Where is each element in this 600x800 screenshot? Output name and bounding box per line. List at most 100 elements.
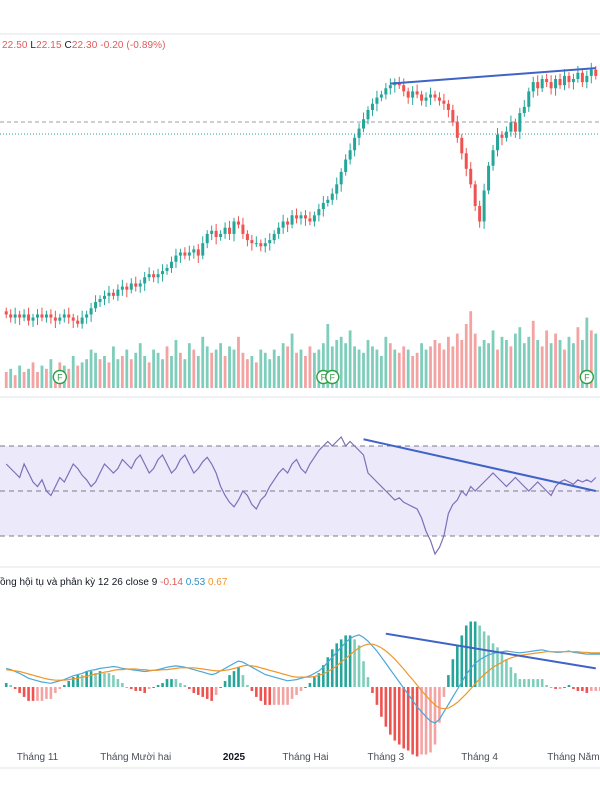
volume-bar [241, 352, 245, 388]
candle [214, 230, 218, 237]
macd-hist-bar [554, 687, 557, 689]
candle [18, 314, 22, 318]
price-panel[interactable] [0, 62, 600, 329]
candle [147, 274, 151, 278]
x-tick-label: Tháng Mười hai [100, 752, 171, 763]
volume-bar [594, 333, 598, 388]
volume-bar [589, 330, 593, 388]
candle [429, 94, 433, 98]
volume-bar [40, 365, 44, 388]
volume-bar [290, 333, 294, 388]
volume-bar [272, 349, 276, 388]
macd-hist-bar [152, 687, 155, 688]
volume-bar [473, 333, 477, 388]
candle [268, 240, 272, 244]
f-marker-circle [52, 369, 68, 385]
trendlines[interactable] [363, 67, 596, 670]
volume-bar [161, 359, 164, 388]
macd-hist-bar [572, 687, 575, 689]
ohlc-low-label: L [30, 40, 37, 51]
volume-bar [49, 359, 53, 388]
macd-panel[interactable] [4, 621, 600, 757]
macd-hist-bar [286, 687, 289, 705]
macd-hist-bar [420, 687, 423, 755]
macd-legend-title: ồng hội tụ và phân kỳ 12 26 close 9 [0, 577, 158, 588]
volume-bar [13, 375, 17, 388]
candle [152, 274, 156, 278]
macd-hist-bar [375, 687, 379, 705]
ohlc-readout: 22.50 L22.15 C22.30 -0.20 (-0.89%) [2, 40, 166, 51]
volume-bar [152, 349, 156, 388]
macd-hist-bar [339, 639, 343, 687]
volume-bar [45, 368, 48, 388]
macd-hist-bar [232, 671, 236, 687]
volume-bar [4, 372, 8, 388]
macd-hist-bar [317, 673, 321, 687]
volume-bar [138, 343, 142, 388]
volume-bar [433, 340, 437, 388]
macd-hist-bar [527, 679, 531, 687]
volume-panel[interactable] [4, 311, 598, 388]
candle [308, 218, 312, 222]
candle [236, 221, 240, 225]
macd-hist-bar [241, 675, 245, 687]
candle [272, 233, 276, 241]
candle [571, 78, 575, 83]
volume-bar [27, 368, 30, 388]
volume-bar [219, 343, 223, 388]
volume-bar [295, 352, 298, 388]
volume-bar [527, 336, 531, 388]
signal-line [6, 643, 600, 710]
macd-hist-bar [469, 621, 473, 687]
macd-hist-bar [263, 687, 267, 705]
volume-bar [415, 352, 419, 388]
volume-bar [321, 343, 325, 388]
candle [125, 286, 129, 290]
candle [281, 221, 285, 228]
macd-hist-bar [464, 625, 468, 687]
macd-hist-bar [545, 685, 548, 687]
candle [589, 69, 593, 76]
macd-hist-bar [170, 679, 173, 687]
volume-bar [478, 346, 482, 388]
volume-bar [304, 356, 307, 388]
macd-legend: ồng hội tụ và phân kỳ 12 26 close 9 -0.1… [0, 577, 227, 588]
volume-bar [98, 359, 102, 388]
macd-hist-bar [54, 687, 57, 693]
volume-bar [353, 346, 356, 388]
volume-bar [214, 349, 218, 388]
macd-hist-bar [308, 683, 312, 687]
rsi-panel[interactable] [0, 435, 600, 556]
volume-bar [505, 340, 508, 388]
candle [469, 168, 473, 185]
volume-bar [388, 343, 392, 388]
f-marker-label: F [321, 373, 327, 383]
volume-bar [31, 362, 35, 388]
volume-bar [71, 356, 75, 388]
volume-bar [18, 365, 22, 388]
x-tick-label: Tháng 3 [368, 752, 405, 763]
volume-bar [429, 346, 432, 388]
candle [437, 97, 441, 101]
candle [554, 78, 558, 89]
volume-bar [563, 349, 566, 388]
volume-bar [335, 340, 339, 388]
candle [576, 72, 580, 79]
candle [31, 317, 35, 321]
macd-hist-bar [304, 687, 307, 688]
volume-bar [187, 343, 191, 388]
candle [129, 283, 133, 290]
candle [487, 165, 491, 191]
volume-bar [263, 352, 267, 388]
macd-hist-bar [49, 687, 53, 699]
candle [558, 78, 562, 86]
candle [58, 317, 62, 321]
macd-hist-bar [192, 687, 196, 693]
volume-bar [326, 324, 330, 388]
volume-bar [223, 356, 227, 388]
volume-bar [94, 352, 97, 388]
macd-signal-value: 0.67 [207, 577, 228, 588]
